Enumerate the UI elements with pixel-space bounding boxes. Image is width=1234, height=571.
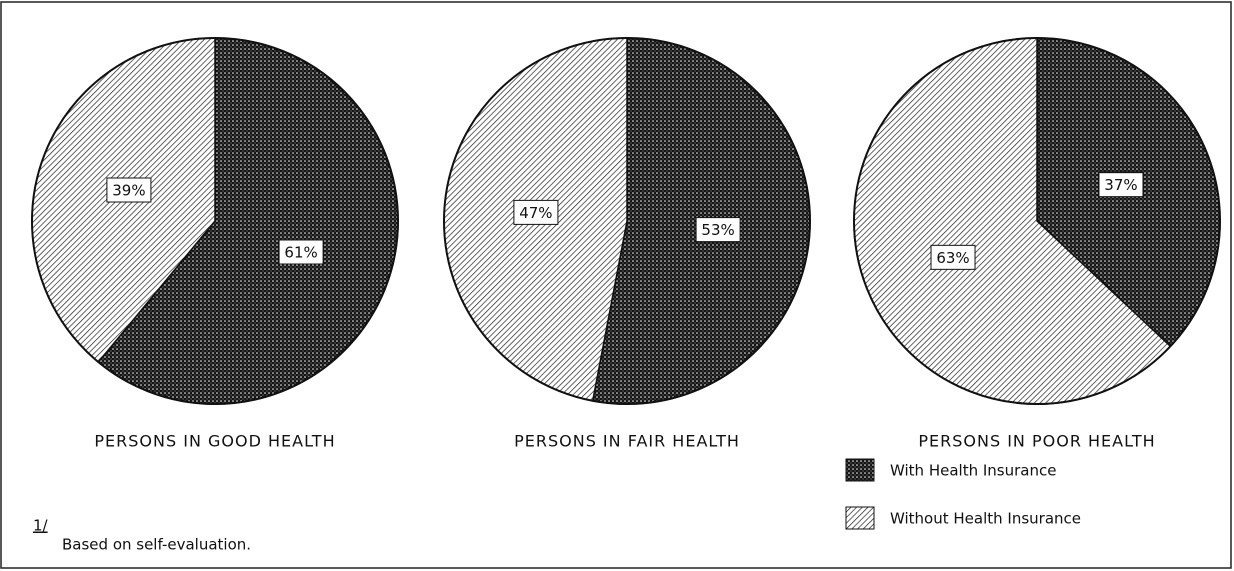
value-label-box: [695, 217, 741, 243]
value-label: 63%: [936, 249, 969, 267]
value-label: 53%: [701, 221, 734, 239]
pie-title: PERSONS IN GOOD HEALTH: [94, 432, 335, 451]
footnote-text: Based on self-evaluation.: [62, 536, 251, 554]
value-label: 39%: [112, 182, 145, 200]
pie-title: PERSONS IN FAIR HEALTH: [514, 432, 740, 451]
pie-outline: [443, 37, 811, 405]
value-label-box: [278, 239, 324, 265]
value-label-box: [930, 244, 976, 270]
pie-title: PERSONS IN POOR HEALTH: [918, 432, 1155, 451]
value-label-box: [513, 199, 559, 225]
legend-swatch: [845, 458, 875, 482]
pie-outline: [853, 37, 1221, 405]
value-label-box: [1098, 172, 1144, 198]
legend-swatch: [845, 506, 875, 530]
legend-label: With Health Insurance: [890, 462, 1056, 480]
pie-outline: [31, 37, 399, 405]
value-label: 61%: [284, 243, 317, 261]
footnote-mark: 1/: [33, 517, 49, 535]
legend-label: Without Health Insurance: [890, 510, 1081, 528]
value-label-box: [106, 177, 152, 203]
value-label: 47%: [519, 204, 552, 222]
value-label: 37%: [1104, 176, 1137, 194]
